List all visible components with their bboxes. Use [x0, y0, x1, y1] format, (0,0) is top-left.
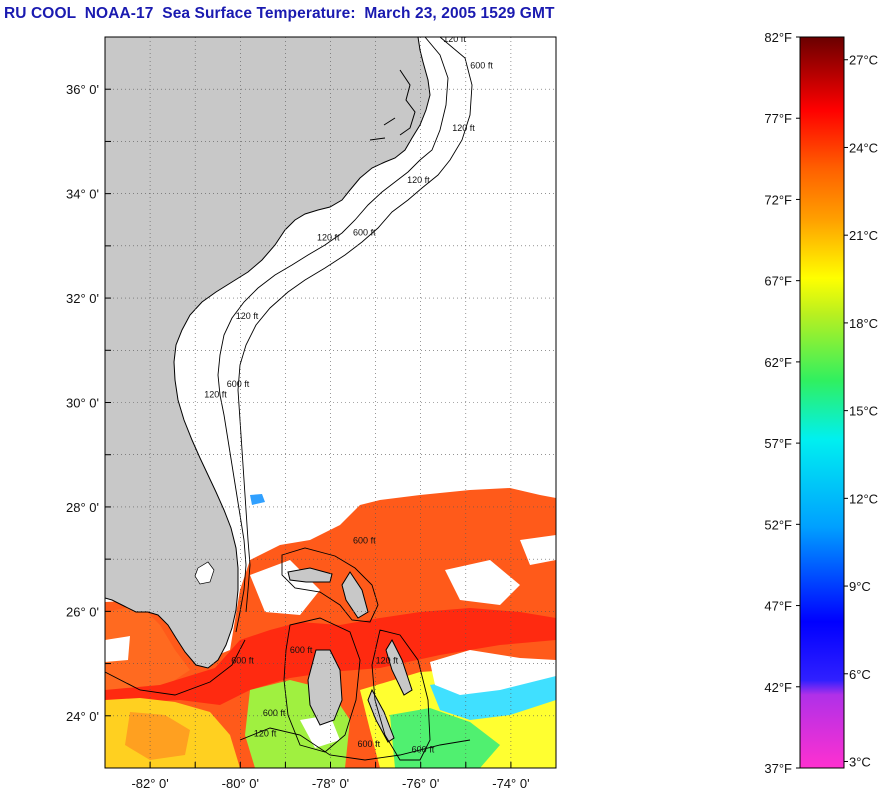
isobath-label: 120 ft [254, 729, 277, 739]
celsius-label: 24°C [849, 140, 878, 155]
celsius-label: 15°C [849, 404, 878, 419]
lat-tick-label: 24° 0' [66, 709, 99, 724]
fahrenheit-labels: 82°F 77°F 72°F 67°F 62°F 57°F 52°F 47°F 42°F 37°F [764, 30, 792, 776]
lon-tick-label: -74° 0' [492, 776, 529, 791]
fahrenheit-label: 67°F [764, 274, 792, 289]
isobath-label: 120 ft [236, 311, 259, 321]
temperature-colorbar: 82°F 77°F 72°F 67°F 62°F 57°F 52°F 47°F 42°F 37°F… [764, 30, 878, 776]
isobath-label: 600 ft [290, 645, 313, 655]
fahrenheit-label: 57°F [764, 436, 792, 451]
fahrenheit-label: 77°F [764, 111, 792, 126]
isobath-cuba-shelf [239, 727, 471, 761]
us-southeast-landmass [105, 37, 431, 669]
isobath-label: 120 ft [443, 34, 466, 44]
bahamas-andros-island [307, 649, 343, 726]
cloud-patch [430, 650, 556, 695]
lon-tick-label: -82° 0' [131, 776, 168, 791]
sst-cool-patch [250, 494, 265, 505]
latitude-labels: 36° 0' 34° 0' 32° 0' 30° 0' 28° 0' 26° 0' 24° … [66, 82, 99, 724]
longitude-labels: -82° 0' -80° 0' -78° 0' -76° 0' -74° 0' [131, 776, 529, 791]
lat-tick-label: 30° 0' [66, 396, 99, 411]
colorbar-ticks [796, 36, 848, 769]
lat-tick-label: 36° 0' [66, 82, 99, 97]
isobath-label: 600 ft [353, 535, 376, 545]
fahrenheit-label: 42°F [764, 680, 792, 695]
isobath-label: 120 ft [376, 656, 399, 666]
cloud-patch [440, 450, 556, 472]
isobath-bahamas [281, 547, 379, 623]
isobath-label: 600 ft [263, 708, 286, 718]
map-title: RU COOL NOAA-17 Sea Surface Temperature:… [4, 5, 555, 22]
lon-tick-label: -78° 0' [312, 776, 349, 791]
cloud-patch [105, 636, 130, 662]
cloud-patch [300, 715, 340, 748]
isobath-label: 600 ft [470, 60, 493, 70]
lat-tick-label: 28° 0' [66, 500, 99, 515]
cloud-patch [445, 560, 520, 605]
isobath-label: 600 ft [358, 739, 381, 749]
cloud-patch [520, 535, 556, 565]
fahrenheit-label: 47°F [764, 599, 792, 614]
celsius-label: 9°C [849, 579, 871, 594]
sst-warm-region-west [105, 605, 190, 705]
albemarle-sound [369, 69, 416, 141]
fahrenheit-label: 52°F [764, 517, 792, 532]
celsius-label: 3°C [849, 755, 871, 770]
sst-cool-patch [125, 712, 190, 760]
isobath-label: 600 ft [353, 227, 376, 237]
isobath-bahamas [283, 617, 361, 753]
axis-ticks [104, 36, 557, 769]
bahamas-abaco [341, 571, 369, 619]
isobath-label: 120 ft [452, 123, 475, 133]
lat-tick-label: 34° 0' [66, 187, 99, 202]
sst-cool-patch [390, 708, 500, 768]
fahrenheit-label: 72°F [764, 192, 792, 207]
isobath-label: 600 ft [227, 379, 250, 389]
lon-tick-label: -80° 0' [222, 776, 259, 791]
lat-tick-label: 32° 0' [66, 291, 99, 306]
bahamas-eleuthera [385, 638, 413, 696]
celsius-label: 12°C [849, 491, 878, 506]
isobath-florida-straits [105, 639, 246, 696]
lat-tick-label: 26° 0' [66, 604, 99, 619]
isobath-600ft [237, 37, 473, 613]
fahrenheit-label: 62°F [764, 355, 792, 370]
isobath-label: 120 ft [407, 175, 430, 185]
celsius-label: 27°C [849, 53, 878, 68]
fahrenheit-label: 37°F [764, 761, 792, 776]
isobath-label: 120 ft [204, 389, 227, 399]
celsius-label: 18°C [849, 316, 878, 331]
isobath-label: 600 ft [231, 656, 254, 666]
isobath-label: 120 ft [317, 233, 340, 243]
bahamas-grand-bahama [287, 567, 333, 583]
isobath-bahamas [371, 629, 431, 761]
lon-tick-label: -76° 0' [402, 776, 439, 791]
colorbar-gradient [799, 36, 845, 769]
isobath-contours [105, 37, 473, 761]
celsius-labels: 27°C 24°C 21°C 18°C 15°C 12°C 9°C 6°C 3°C [849, 53, 878, 770]
isobath-120ft [217, 37, 449, 633]
celsius-label: 21°C [849, 228, 878, 243]
celsius-label: 6°C [849, 667, 871, 682]
lake-okeechobee [194, 561, 215, 585]
isobath-label: 600 ft [412, 744, 435, 754]
fahrenheit-label: 82°F [764, 30, 792, 45]
